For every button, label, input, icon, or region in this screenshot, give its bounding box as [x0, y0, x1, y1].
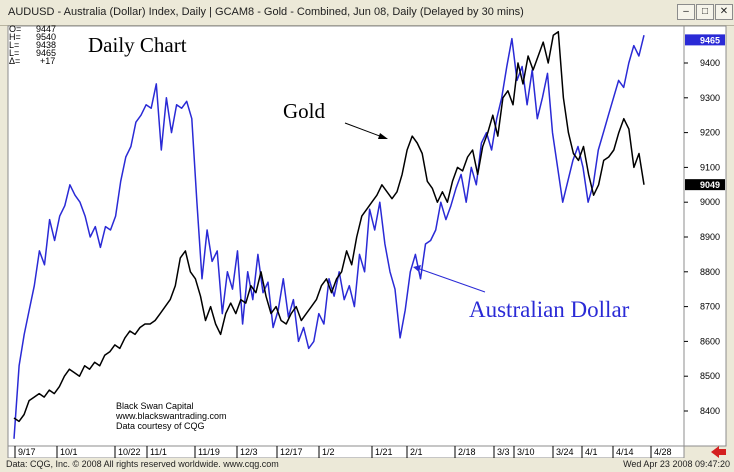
y-tick-label: 8900 — [700, 232, 720, 242]
x-tick-label: 2/18 — [458, 447, 476, 457]
x-tick-label: 3/24 — [556, 447, 574, 457]
gold-annotation: Gold — [283, 99, 326, 123]
copyright-text: Data: CQG, Inc. © 2008 All rights reserv… — [6, 459, 279, 469]
y-tick-label: 8500 — [700, 371, 720, 381]
y-tick-label: 9300 — [700, 93, 720, 103]
title-bar: AUDUSD - Australia (Dollar) Index, Daily… — [0, 0, 734, 26]
info-delta-label: Δ= — [9, 56, 20, 66]
timestamp-text: Wed Apr 23 2008 09:47:20 — [623, 459, 730, 469]
info-delta-value: +17 — [40, 56, 55, 66]
y-axis: 8400 8500 8600 8700 8800 8900 9000 9100 9200 9300… — [684, 58, 720, 416]
x-tick-label: 1/21 — [375, 447, 393, 457]
info-panel: O= 9447 H= 9540 L= 9438 L= 9465 Δ= +17 — [9, 24, 56, 66]
x-tick-label: 10/22 — [118, 447, 141, 457]
aud-arrow-head — [413, 265, 421, 272]
x-tick-label: 12/17 — [280, 447, 303, 457]
aud-last-value-label: 9465 — [700, 35, 720, 45]
info-h-label: H= — [9, 32, 21, 42]
x-tick-label: 4/28 — [654, 447, 672, 457]
status-bar: Data: CQG, Inc. © 2008 All rights reserv… — [0, 458, 734, 472]
x-tick-label: 11/19 — [198, 447, 220, 457]
x-tick-label: 11/1 — [150, 447, 167, 457]
scroll-arrow-icon[interactable] — [711, 446, 726, 458]
aud-series-line — [13, 35, 645, 439]
info-h-value: 9540 — [36, 32, 56, 42]
y-tick-label: 9000 — [700, 197, 720, 207]
gold-arrow — [344, 122, 386, 139]
x-axis-strip — [7, 445, 685, 458]
aud-last-value-badge — [685, 34, 725, 46]
info-last-label: L= — [9, 48, 19, 58]
maximize-button[interactable]: □ — [696, 4, 714, 20]
x-tick-label: 10/1 — [60, 447, 78, 457]
credit-line-2: www.blackswantrading.com — [115, 411, 227, 421]
credit-line-1: Black Swan Capital — [116, 401, 194, 411]
window-title: AUDUSD - Australia (Dollar) Index, Daily… — [8, 6, 524, 18]
minimize-button[interactable]: – — [677, 4, 695, 20]
aud-arrow — [416, 267, 486, 293]
info-last-value: 9465 — [36, 48, 56, 58]
y-tick-label: 9400 — [700, 58, 720, 68]
aud-annotation: Australian Dollar — [469, 297, 630, 322]
y-tick-label: 8800 — [700, 267, 720, 277]
x-tick-label: 4/14 — [616, 447, 634, 457]
plot-area — [7, 25, 685, 447]
x-tick-label: 9/17 — [18, 447, 36, 457]
close-button[interactable]: ✕ — [715, 4, 733, 20]
x-tick-label: 3/10 — [517, 447, 535, 457]
y-tick-label: 8700 — [700, 302, 720, 312]
chart: 8400 8500 8600 8700 8800 8900 9000 9100 9200 9300… — [7, 24, 727, 458]
gold-arrow-head — [378, 133, 388, 139]
y-tick-label: 8600 — [700, 336, 720, 346]
x-tick-label: 2/1 — [410, 447, 423, 457]
x-axis: 9/17 10/1 10/22 11/1 11/19 12/3 12/17 1/2 1/21 2/… — [14, 446, 672, 458]
y-tick-label: 9100 — [700, 162, 720, 172]
x-tick-label: 1/2 — [322, 447, 335, 457]
y-tick-label: 8400 — [700, 406, 720, 416]
chart-title: Daily Chart — [88, 33, 187, 57]
info-l-label: L= — [9, 40, 19, 50]
x-tick-label: 3/3 — [497, 447, 510, 457]
gold-last-value-label: 9049 — [700, 180, 720, 190]
x-tick-label: 12/3 — [240, 447, 258, 457]
info-l-value: 9438 — [36, 40, 56, 50]
series-layer: 9465 9049 — [13, 30, 725, 439]
x-tick-label: 4/1 — [585, 447, 598, 457]
info-o-value: 9447 — [36, 24, 56, 34]
gold-series-line — [13, 30, 645, 423]
credit-line-3: Data courtesy of CQG — [116, 421, 205, 431]
info-o-label: O= — [9, 24, 21, 34]
y-tick-label: 9200 — [700, 128, 720, 138]
gold-last-value-badge — [685, 179, 725, 191]
y-axis-panel — [683, 25, 727, 447]
